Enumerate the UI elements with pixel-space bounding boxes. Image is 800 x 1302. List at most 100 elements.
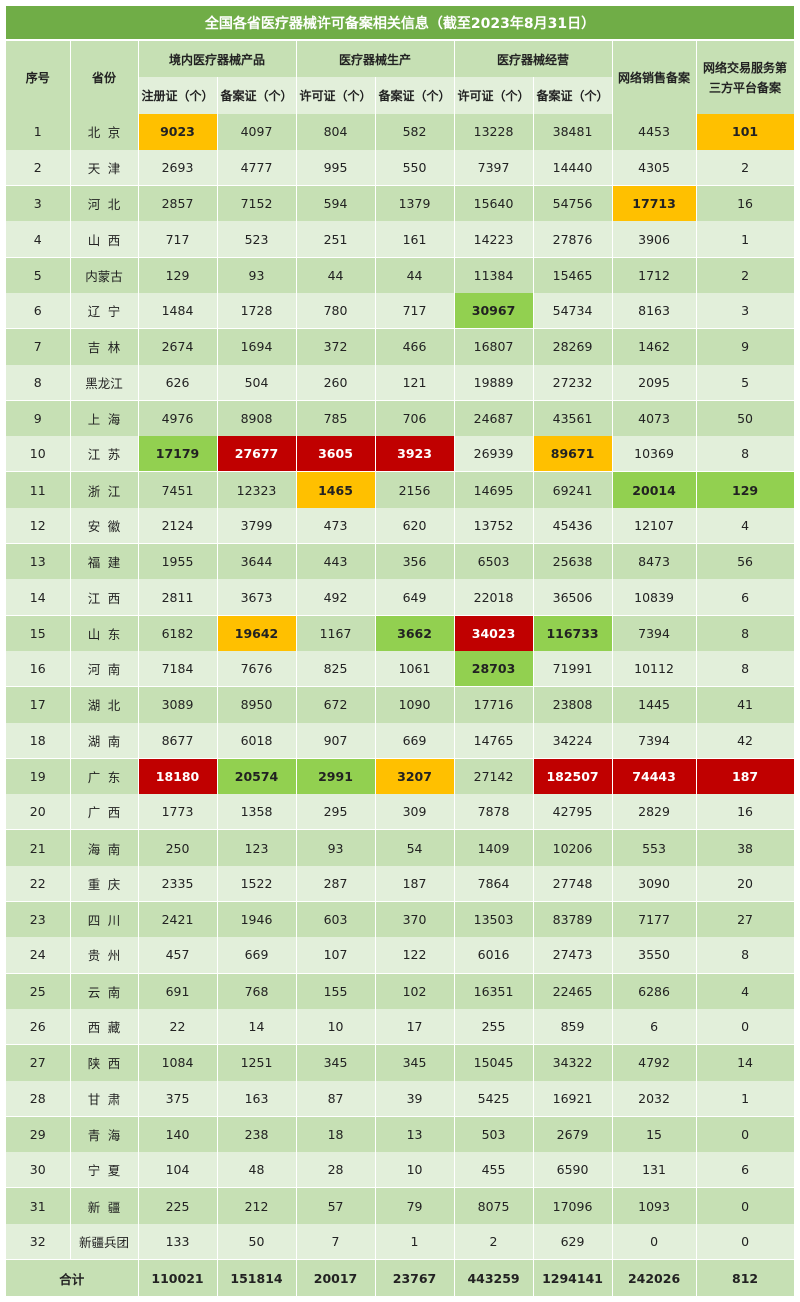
row-number: 9	[6, 400, 71, 437]
row-number: 23	[6, 901, 71, 938]
value-cell: 4976	[138, 400, 218, 437]
value-cell: 1445	[612, 686, 697, 723]
value-cell: 443	[296, 543, 376, 580]
value-cell: 717	[375, 292, 455, 330]
value-cell: 6016	[454, 937, 534, 974]
value-cell: 2	[454, 1223, 534, 1260]
value-cell: 69241	[533, 471, 613, 508]
value-cell: 0	[612, 1223, 697, 1260]
province-name: 湖南	[70, 722, 139, 759]
value-cell: 780	[296, 292, 376, 330]
total-value: 151814	[217, 1259, 297, 1296]
value-cell: 7451	[138, 471, 218, 508]
value-cell: 28	[296, 1152, 376, 1189]
value-cell: 27677	[217, 436, 297, 473]
value-cell: 34023	[454, 615, 534, 651]
value-cell: 45436	[533, 507, 613, 545]
value-cell: 2693	[138, 149, 218, 187]
value-cell: 14765	[454, 722, 534, 759]
value-cell: 17096	[533, 1187, 613, 1224]
value-cell: 2335	[138, 865, 218, 903]
value-cell: 7397	[454, 149, 534, 187]
table-row: 6 辽宁 1484 1728 780 717 30967 54734 8163 3	[6, 292, 795, 330]
value-cell: 6	[696, 1152, 795, 1189]
value-cell: 44	[296, 257, 376, 293]
total-row: 合计 110021 151814 20017 23767 443259 1294141 242…	[6, 1259, 795, 1296]
value-cell: 93	[217, 257, 297, 293]
table-row: 16 河南 7184 7676 825 1061 28703 71991 10112 8	[6, 650, 795, 688]
province-name: 宁夏	[70, 1152, 139, 1189]
province-name: 湖北	[70, 686, 139, 723]
value-cell: 457	[138, 937, 218, 974]
province-name: 上海	[70, 400, 139, 437]
value-cell: 9	[696, 328, 795, 365]
value-cell: 7878	[454, 794, 534, 831]
value-cell: 1728	[217, 292, 297, 330]
value-cell: 356	[375, 543, 455, 580]
value-cell: 260	[296, 364, 376, 401]
value-cell: 2	[696, 257, 795, 293]
value-cell: 34224	[533, 722, 613, 759]
province-name: 辽宁	[70, 292, 139, 330]
value-cell: 133	[138, 1223, 218, 1260]
license-table: 序号 省份 境内医疗器械产品 医疗器械生产 医疗器械经营 网络销售备案 网络交易…	[6, 41, 795, 1296]
row-number: 25	[6, 973, 71, 1009]
province-name: 重庆	[70, 865, 139, 903]
value-cell: 10	[296, 1008, 376, 1046]
value-cell: 251	[296, 221, 376, 258]
value-cell: 5425	[454, 1080, 534, 1117]
value-cell: 768	[217, 973, 297, 1009]
value-cell: 25638	[533, 543, 613, 580]
value-cell: 7394	[612, 615, 697, 651]
value-cell: 907	[296, 722, 376, 759]
value-cell: 54756	[533, 185, 613, 222]
row-number: 14	[6, 579, 71, 616]
value-cell: 15465	[533, 257, 613, 293]
value-cell: 23808	[533, 686, 613, 723]
value-cell: 553	[612, 829, 697, 866]
value-cell: 4305	[612, 149, 697, 187]
value-cell: 4777	[217, 149, 297, 187]
table-row: 29 青海 140 238 18 13 503 2679 15 0	[6, 1116, 795, 1153]
value-cell: 1462	[612, 328, 697, 365]
value-cell: 995	[296, 149, 376, 187]
value-cell: 8163	[612, 292, 697, 330]
table-row: 21 海南 250 123 93 54 1409 10206 553 38	[6, 829, 795, 866]
value-cell: 131	[612, 1152, 697, 1189]
value-cell: 182507	[533, 758, 613, 795]
table-row: 4 山西 717 523 251 161 14223 27876 3906 1	[6, 221, 795, 258]
row-number: 19	[6, 758, 71, 795]
value-cell: 20014	[612, 471, 697, 508]
row-number: 10	[6, 436, 71, 473]
value-cell: 19642	[217, 615, 297, 651]
value-cell: 255	[454, 1008, 534, 1046]
value-cell: 250	[138, 829, 218, 866]
value-cell: 370	[375, 901, 455, 938]
province-name: 海南	[70, 829, 139, 866]
table-row: 3 河北 2857 7152 594 1379 15640 54756 17713 16	[6, 185, 795, 222]
table-row: 10 江苏 17179 27677 3605 3923 26939 89671 10369 8	[6, 436, 795, 473]
value-cell: 2156	[375, 471, 455, 508]
value-cell: 1409	[454, 829, 534, 866]
total-value: 443259	[454, 1259, 534, 1296]
value-cell: 7177	[612, 901, 697, 938]
table-row: 18 湖南 8677 6018 907 669 14765 34224 7394 42	[6, 722, 795, 759]
value-cell: 101	[696, 114, 795, 150]
value-cell: 36506	[533, 579, 613, 616]
value-cell: 83789	[533, 901, 613, 938]
value-cell: 0	[696, 1223, 795, 1260]
value-cell: 43561	[533, 400, 613, 437]
value-cell: 18180	[138, 758, 218, 795]
value-cell: 7864	[454, 865, 534, 903]
value-cell: 3090	[612, 865, 697, 903]
header-sub-4: 许可证（个）	[454, 77, 534, 114]
row-number: 4	[6, 221, 71, 258]
value-cell: 8	[696, 615, 795, 651]
row-number: 20	[6, 794, 71, 831]
value-cell: 473	[296, 507, 376, 545]
row-number: 5	[6, 257, 71, 293]
value-cell: 42	[696, 722, 795, 759]
license-table-container: 全国各省医疗器械许可备案相关信息（截至2023年8月31日） 序号 省份 境内医…	[6, 6, 795, 1296]
value-cell: 6503	[454, 543, 534, 580]
value-cell: 56	[696, 543, 795, 580]
